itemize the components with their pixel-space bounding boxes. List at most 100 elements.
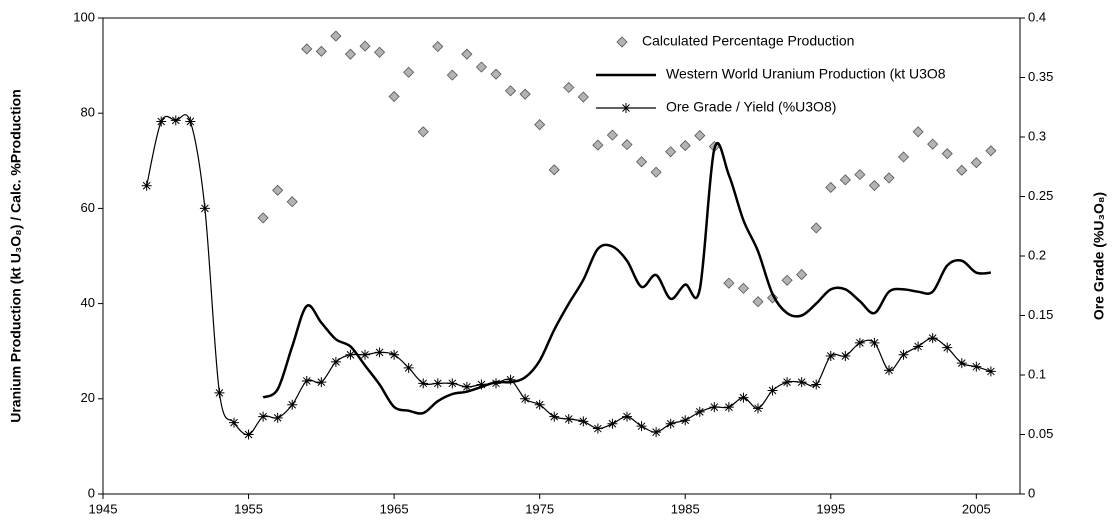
diamond-marker: [257, 212, 269, 224]
star-marker: [942, 342, 953, 353]
star-marker: [898, 349, 909, 360]
y-tick-label: 20: [81, 390, 95, 405]
y-tick-label: 40: [81, 295, 95, 310]
star-marker: [432, 378, 443, 389]
star-marker: [578, 416, 589, 427]
y2-tick-label: 0.05: [1028, 426, 1053, 441]
plot-frame: [102, 17, 1021, 495]
x-tick-label: 1955: [234, 501, 263, 516]
x-tick-label: 1975: [525, 501, 554, 516]
star-marker: [316, 377, 327, 388]
star-marker: [330, 356, 341, 367]
diamond-marker: [403, 66, 415, 78]
x-tick-label: 2005: [962, 501, 991, 516]
diamond-marker: [330, 30, 342, 42]
star-marker: [753, 403, 763, 414]
star-marker: [345, 349, 356, 360]
legend-label: Western World Uranium Production (kt U3O…: [666, 66, 946, 82]
star-marker: [709, 402, 720, 413]
star-marker: [592, 423, 603, 434]
diamond-marker: [752, 296, 764, 308]
star-marker: [301, 375, 312, 386]
y-axis-label: Uranium Production (kt U₃O₈) / Calc. %Pr…: [8, 89, 24, 423]
y-tick-label: 80: [81, 105, 95, 120]
diamond-marker: [985, 145, 997, 157]
y-tick-label: 0: [88, 485, 95, 500]
star-marker: [840, 350, 851, 361]
y2-tick-label: 0.25: [1028, 188, 1053, 203]
diamond-marker: [766, 292, 779, 304]
star-marker: [229, 417, 239, 428]
star-marker: [825, 350, 836, 361]
star-marker: [403, 362, 414, 373]
diamond-marker: [315, 45, 327, 57]
diamond-marker: [359, 40, 371, 52]
star-marker: [243, 429, 254, 440]
star-marker: [636, 421, 647, 432]
star-marker: [505, 374, 516, 385]
x-tick-label: 1945: [89, 501, 118, 516]
star-marker: [185, 116, 196, 127]
star-marker: [549, 411, 560, 422]
x-tick-label: 1995: [816, 501, 845, 516]
diamond-marker: [388, 90, 400, 103]
diamond-marker: [635, 156, 648, 168]
diamond-marker: [781, 274, 793, 286]
diamond-marker: [461, 48, 473, 60]
diamond-marker: [577, 91, 589, 103]
star-marker: [854, 337, 865, 348]
y2-tick-label: 0.15: [1028, 307, 1053, 322]
star-marker: [258, 411, 269, 422]
diamond-marker: [941, 148, 953, 160]
star-marker: [491, 378, 501, 389]
star-marker: [796, 377, 807, 388]
diamond-marker: [592, 139, 604, 151]
star-marker: [680, 415, 691, 426]
diamond-marker: [446, 69, 458, 81]
diamond-marker: [956, 164, 968, 176]
y2-tick-label: 0: [1028, 485, 1035, 500]
star-marker: [534, 399, 545, 410]
star-marker: [607, 418, 618, 429]
star-marker: [782, 377, 793, 388]
star-marker: [622, 411, 632, 422]
star-marker: [141, 180, 152, 191]
y2-tick-label: 0.4: [1028, 9, 1046, 24]
star-marker: [418, 378, 429, 389]
diamond-marker: [621, 139, 633, 151]
star-marker: [476, 379, 487, 390]
diamond-marker: [927, 138, 939, 150]
diamond-marker: [912, 126, 924, 138]
legend-label: Ore Grade / Yield (%U3O8): [666, 99, 836, 115]
star-marker: [563, 414, 574, 425]
star-marker: [694, 406, 705, 417]
legend-label: Calculated Percentage Production: [642, 33, 854, 49]
diamond-marker: [432, 40, 444, 53]
star-marker: [272, 412, 283, 423]
diamond-marker: [679, 140, 691, 152]
diamond-marker: [344, 48, 357, 60]
diamond-marker: [839, 174, 851, 186]
star-marker: [665, 418, 676, 429]
star-marker: [199, 203, 210, 214]
diamond-marker: [504, 85, 517, 97]
diamond-marker: [883, 172, 895, 184]
star-marker: [374, 347, 385, 358]
diamond-marker: [650, 166, 662, 178]
star-marker: [738, 392, 749, 403]
star-marker: [956, 358, 967, 369]
series-line: [262, 141, 991, 415]
star-marker: [170, 115, 181, 126]
star-marker: [811, 379, 822, 390]
star-marker: [520, 393, 531, 404]
diamond-marker: [475, 61, 488, 73]
y-tick-label: 60: [81, 200, 95, 215]
star-marker: [971, 361, 982, 372]
diamond-marker: [970, 157, 982, 169]
diamond-marker: [548, 164, 560, 176]
diamond-marker: [519, 88, 531, 100]
star-marker: [884, 365, 894, 376]
diamond-marker: [272, 184, 284, 196]
star-marker: [360, 349, 370, 360]
